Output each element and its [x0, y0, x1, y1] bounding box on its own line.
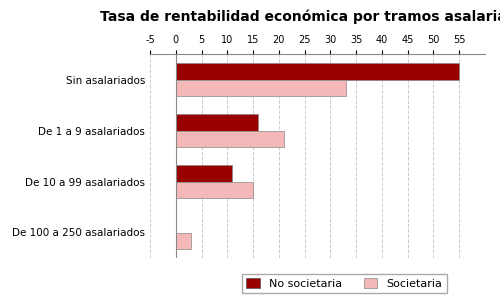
Bar: [176, 130, 284, 147]
Bar: [176, 232, 191, 249]
Bar: [176, 63, 459, 80]
Bar: [176, 80, 346, 96]
Title: Tasa de rentabilidad económica por tramos asalariados: Tasa de rentabilidad económica por tramo…: [100, 10, 500, 24]
Bar: [176, 182, 253, 198]
Bar: [176, 165, 233, 182]
Bar: [176, 114, 258, 130]
Legend: No societaria, Societaria: No societaria, Societaria: [242, 274, 446, 293]
